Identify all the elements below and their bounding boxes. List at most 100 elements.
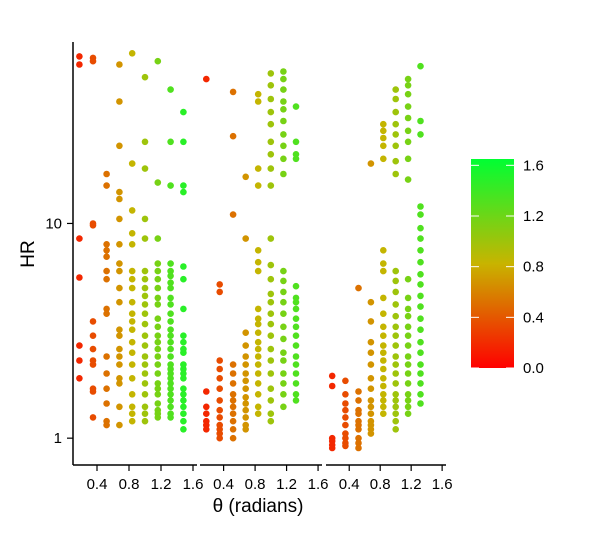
data-point (367, 160, 375, 167)
x-tick-label: 0.4 (213, 476, 234, 493)
data-point (392, 277, 400, 285)
data-point (254, 345, 262, 353)
data-point (229, 132, 237, 140)
data-point (367, 410, 375, 418)
data-point (141, 267, 149, 275)
data-point (392, 361, 400, 368)
data-point (380, 357, 387, 364)
data-point (254, 361, 262, 368)
data-point (242, 414, 249, 421)
data-point (292, 298, 300, 306)
data-point (404, 82, 412, 89)
y-axis-title: HR (18, 240, 39, 267)
data-point (280, 380, 287, 387)
color-legend-bar (471, 159, 514, 368)
data-point (392, 426, 400, 433)
color-legend: 0.0 0.4 0.8 1.2 1.6 (471, 157, 544, 377)
x-tick-label: 0.8 (245, 476, 266, 493)
data-point (280, 117, 287, 125)
data-point (367, 298, 375, 306)
data-point (292, 391, 300, 398)
data-point (292, 315, 300, 323)
data-point (254, 305, 262, 313)
data-point (380, 365, 387, 373)
data-point (116, 260, 123, 267)
data-point (103, 267, 110, 275)
data-point (417, 281, 424, 288)
data-point (254, 90, 262, 98)
data-point (203, 426, 210, 433)
data-point (392, 267, 400, 275)
data-point (267, 320, 275, 328)
data-point (267, 290, 275, 298)
data-point (242, 400, 249, 407)
data-point (103, 385, 110, 393)
data-point (167, 260, 174, 267)
data-point (392, 170, 400, 178)
data-point (128, 241, 136, 248)
data-point (267, 310, 275, 318)
data-point (355, 397, 362, 404)
data-point (167, 138, 174, 146)
data-point (367, 349, 375, 357)
data-point (242, 235, 249, 242)
data-point (355, 284, 362, 292)
data-point (380, 142, 387, 150)
data-point (267, 397, 275, 404)
data-point (380, 382, 387, 390)
data-point (380, 397, 387, 404)
data-point (167, 294, 174, 302)
data-point (141, 235, 149, 242)
data-point (254, 315, 262, 323)
data-point (128, 310, 136, 318)
data-point (342, 442, 349, 450)
data-point (216, 281, 223, 288)
data-point (404, 323, 412, 331)
data-point (229, 391, 237, 398)
data-point (154, 361, 162, 368)
data-point (167, 391, 174, 398)
data-point (167, 353, 174, 360)
data-point (180, 426, 187, 433)
data-point (392, 108, 400, 116)
data-point (380, 267, 387, 275)
data-point (342, 391, 349, 398)
data-point (242, 353, 249, 360)
data-point (141, 275, 149, 283)
data-point (328, 372, 336, 380)
data-point (392, 288, 400, 296)
data-point (417, 247, 424, 254)
data-point (404, 305, 412, 313)
data-point (280, 98, 287, 105)
data-point (280, 106, 287, 113)
data-point (380, 155, 387, 163)
data-point (292, 353, 300, 360)
data-point (103, 370, 110, 377)
data-point (141, 361, 149, 368)
data-point (154, 400, 162, 407)
data-point (355, 444, 362, 452)
data-point (242, 329, 249, 337)
data-point (417, 315, 424, 323)
data-point (154, 267, 162, 275)
data-point (267, 275, 275, 283)
data-point (116, 195, 123, 203)
data-point (229, 211, 237, 218)
data-point (254, 165, 262, 172)
data-point (417, 380, 424, 387)
data-point (292, 361, 300, 368)
data-point (367, 361, 375, 368)
data-point (342, 400, 349, 407)
data-point (392, 403, 400, 411)
data-point (141, 284, 149, 292)
data-point (128, 326, 136, 334)
data-point (229, 426, 237, 433)
data-point (280, 357, 287, 364)
data-point (242, 426, 249, 433)
data-point (116, 98, 123, 105)
data-point (267, 357, 275, 364)
data-point (267, 138, 275, 146)
data-point (128, 275, 136, 283)
data-point (254, 329, 262, 337)
